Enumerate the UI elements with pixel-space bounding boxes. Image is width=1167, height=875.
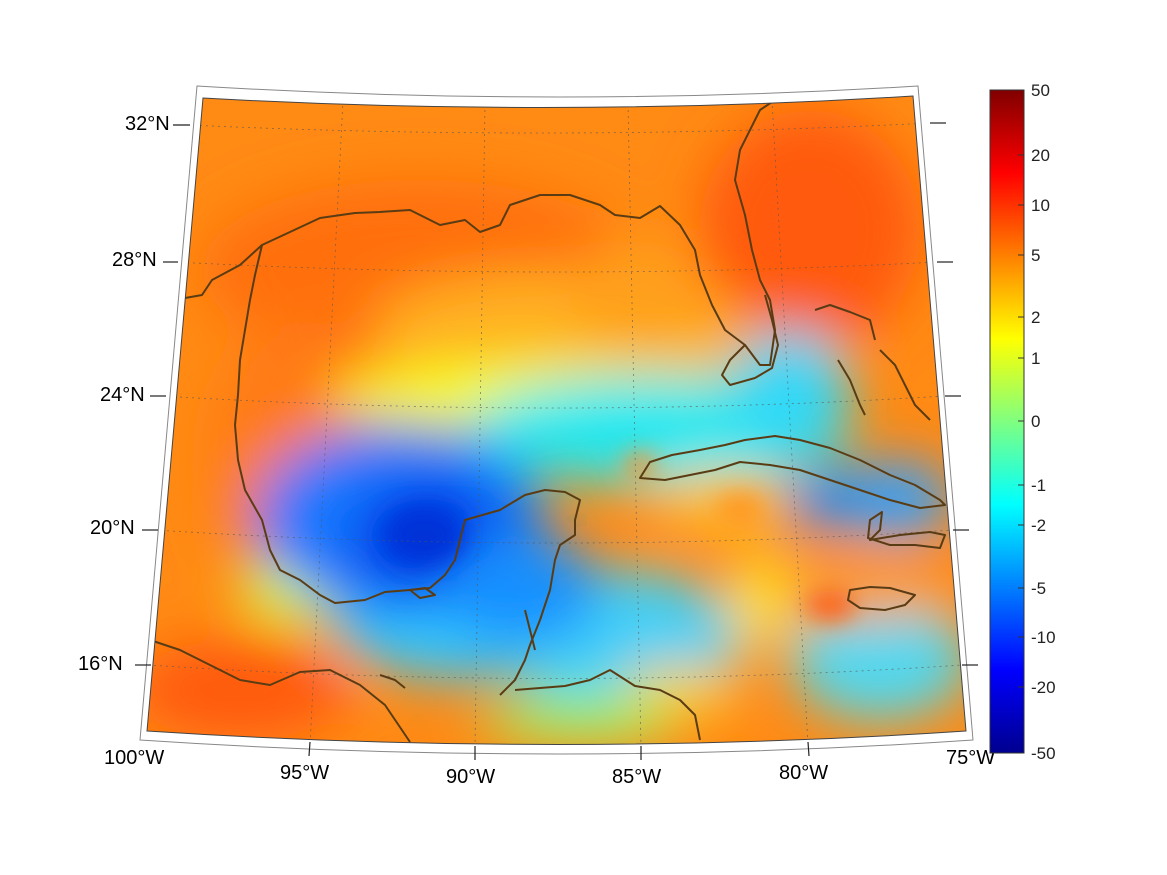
colorbar-tick-label: -10: [1031, 628, 1056, 647]
lon-tick-label: 80°W: [779, 762, 828, 784]
colorbar-tick-label: -1: [1031, 476, 1046, 495]
colorbar-tick-label: 10: [1031, 196, 1050, 215]
colorbar: 50 20 10 5 2 1 0 -1 -2 -5 -10 -20 -50: [989, 81, 1056, 763]
colorbar-tick-label: -50: [1031, 744, 1056, 763]
lat-tick-label: 16°N: [78, 653, 123, 675]
colorbar-tick-label: -5: [1031, 579, 1046, 598]
map-frame: [146, 95, 967, 745]
graticule: [147, 99, 963, 745]
lat-tick-label: 20°N: [90, 517, 135, 539]
colorbar-tick-label: 20: [1031, 146, 1050, 165]
map-frame-outer: [139, 85, 974, 755]
colorbar-tick-label: 0: [1031, 412, 1040, 431]
lat-tick-label: 28°N: [112, 249, 157, 271]
frame-ticks: [135, 122, 978, 760]
colorbar-tick-label: 2: [1031, 308, 1040, 327]
lon-tick-label: 90°W: [446, 766, 495, 788]
data-field: [147, 96, 966, 745]
lon-tick-label: 85°W: [612, 766, 661, 788]
colorbar-tick-label: 5: [1031, 246, 1040, 265]
lat-axis: 32°N 28°N 24°N 20°N 16°N: [78, 113, 170, 675]
lon-tick-label: 100°W: [104, 747, 164, 769]
colorbar-tick-label: -20: [1031, 678, 1056, 697]
lon-tick-label: 95°W: [280, 762, 329, 784]
lat-tick-label: 24°N: [100, 384, 145, 406]
colorbar-ticks: [1018, 89, 1024, 754]
coastline: [149, 99, 946, 743]
colorbar-tick-label: 50: [1031, 81, 1050, 100]
colorbar-tick-label: -2: [1031, 516, 1046, 535]
lon-axis: 100°W 95°W 90°W 85°W 80°W 75°W: [104, 747, 995, 788]
lon-tick-label: 75°W: [946, 747, 995, 769]
colorbar-tick-label: 1: [1031, 349, 1040, 368]
lat-tick-label: 32°N: [125, 113, 170, 135]
